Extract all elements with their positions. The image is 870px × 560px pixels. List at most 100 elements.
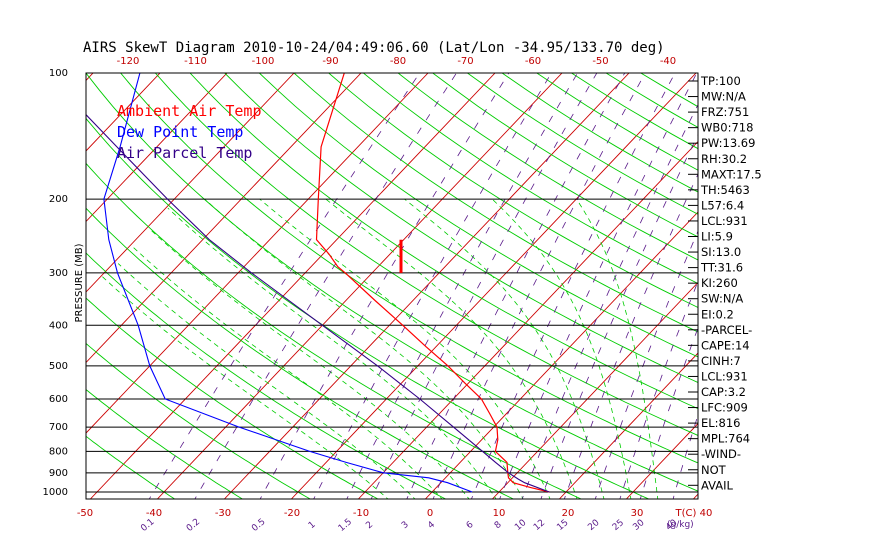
dewpoint-temp-line	[103, 73, 473, 493]
isotherm-line	[827, 73, 870, 499]
mixing-ratio-tick-label: 3	[400, 520, 411, 531]
mixing-ratio-tick-label: 1.5	[337, 517, 354, 534]
moist-adiabat-line	[101, 275, 389, 499]
mixing-ratio-line	[259, 73, 510, 499]
pressure-tick-label: 600	[49, 394, 68, 405]
mixing-ratio-line	[499, 73, 698, 499]
index-label: TT:31.6	[700, 261, 743, 275]
index-label: LCL:931	[701, 369, 748, 383]
index-label: CINH:7	[701, 354, 741, 368]
mixing-ratio-line	[540, 133, 698, 499]
index-label: KI:260	[701, 276, 738, 290]
mixing-ratio-tick-label: 0.5	[250, 517, 267, 534]
index-label: SI:13.0	[701, 245, 741, 259]
isotherm-line	[86, 73, 161, 152]
top-temp-tick-label: -90	[322, 56, 338, 67]
dry-adiabat-line	[467, 73, 698, 215]
moist-adiabat-line	[117, 263, 416, 499]
mixing-ratio-tick-label: 6	[465, 520, 476, 532]
chart-title: AIRS SkewT Diagram 2010-10-24/04:49:06.6…	[83, 40, 665, 56]
bottom-temp-tick-label: -30	[215, 508, 231, 519]
top-temp-tick-label: -40	[660, 56, 676, 67]
index-label: EL:816	[701, 416, 741, 430]
index-label: AVAIL	[701, 478, 734, 492]
parcel-temp-line	[86, 113, 550, 493]
top-temp-tick-label: -60	[525, 56, 541, 67]
dry-adiabat-line	[154, 73, 698, 436]
mixing-ratio-tick-label: 8	[493, 520, 504, 532]
moist-adiabat-line	[167, 207, 497, 499]
index-label: MAXT:17.5	[701, 167, 762, 181]
mixing-ratio-tick-label: 4	[426, 520, 437, 532]
index-label: -PARCEL-	[701, 323, 752, 337]
legend-entry: Ambient Air Temp	[117, 102, 262, 120]
top-temp-tick-label: -50	[592, 56, 608, 67]
dry-adiabat-line	[363, 73, 698, 285]
dry-adiabat-line	[258, 73, 698, 358]
pressure-tick-label: 400	[49, 320, 68, 331]
top-temp-tick-label: -120	[117, 56, 140, 67]
index-label: CAPE:14	[701, 338, 750, 352]
index-label: RH:30.2	[701, 152, 747, 166]
mixing-ratio-tick-label: 1	[307, 520, 318, 531]
index-label: SW:N/A	[701, 292, 743, 306]
isotherm-line	[559, 352, 698, 499]
top-temp-tick-label: -100	[252, 56, 275, 67]
index-label: LFC:909	[701, 401, 748, 415]
moist-adiabat-line	[148, 228, 470, 499]
dry-adiabat-line	[224, 73, 698, 384]
pressure-tick-label: 300	[49, 268, 68, 279]
plot-frame	[85, 72, 699, 500]
mixing-ratio-unit-label: (g/kg)	[667, 520, 694, 530]
isotherm-line	[760, 73, 870, 499]
isotherm-line	[86, 73, 429, 434]
x-axis-label: T(C)	[675, 508, 697, 519]
mixing-ratio-tick-label: 0.1	[139, 517, 156, 534]
bottom-temp-tick-label: -40	[146, 508, 162, 519]
moist-adiabat-line	[132, 246, 443, 499]
isotherm-line	[0, 73, 26, 499]
isotherm-line	[358, 140, 698, 499]
isotherm-line	[86, 73, 295, 293]
mixing-ratio-line	[346, 73, 578, 499]
index-label: PW:13.69	[701, 136, 755, 150]
index-label: L57:6.4	[701, 198, 744, 212]
mixing-ratio-line	[639, 326, 698, 499]
index-label: TH:5463	[700, 183, 750, 197]
mixing-ratio-tick-label: 15	[555, 518, 570, 533]
legend-entry: Dew Point Temp	[117, 123, 243, 141]
top-temp-tick-label: -110	[184, 56, 207, 67]
top-temp-tick-label: -70	[457, 56, 473, 67]
dry-adiabat-line	[189, 73, 698, 410]
mixing-ratio-tick-label: 20	[586, 518, 601, 533]
isotherm-line	[425, 211, 698, 499]
moist-adiabat-line	[259, 198, 551, 499]
dry-adiabat-line	[397, 73, 698, 261]
mixing-ratio-line	[619, 280, 698, 499]
bottom-temp-tick-label: 0	[427, 508, 433, 519]
legend: Ambient Air Temp Dew Point Temp Air Parcel…	[117, 102, 262, 162]
mixing-ratio-tick-label: 10	[513, 518, 528, 533]
isotherm-line	[90, 73, 496, 499]
dry-adiabat-line	[501, 73, 698, 193]
index-label: NOT	[701, 463, 727, 477]
bottom-temp-tick-label: -50	[77, 508, 93, 519]
mixing-ratio-line	[406, 73, 626, 499]
mixing-ratio-tick-label: 30	[631, 518, 646, 533]
index-label: MW:N/A	[701, 90, 746, 104]
index-label: LI:5.9	[701, 230, 733, 244]
index-label: MPL:764	[701, 432, 750, 446]
isotherm-line	[86, 73, 362, 364]
mixing-ratio-tick-label: 0.2	[185, 517, 202, 534]
y-axis-label: PRESSURE (MB)	[74, 243, 85, 322]
moist-adiabat-line	[576, 198, 659, 499]
isotherm-line	[626, 422, 698, 499]
pressure-tick-label: 800	[49, 446, 68, 457]
legend-entry: Air Parcel Temp	[117, 144, 252, 162]
pressure-tick-label: 700	[49, 422, 68, 433]
pressure-tick-label: 200	[49, 194, 68, 205]
isotherm-line	[492, 281, 698, 499]
pressure-tick-label: 100	[49, 68, 68, 79]
isotherm-line	[224, 73, 630, 499]
